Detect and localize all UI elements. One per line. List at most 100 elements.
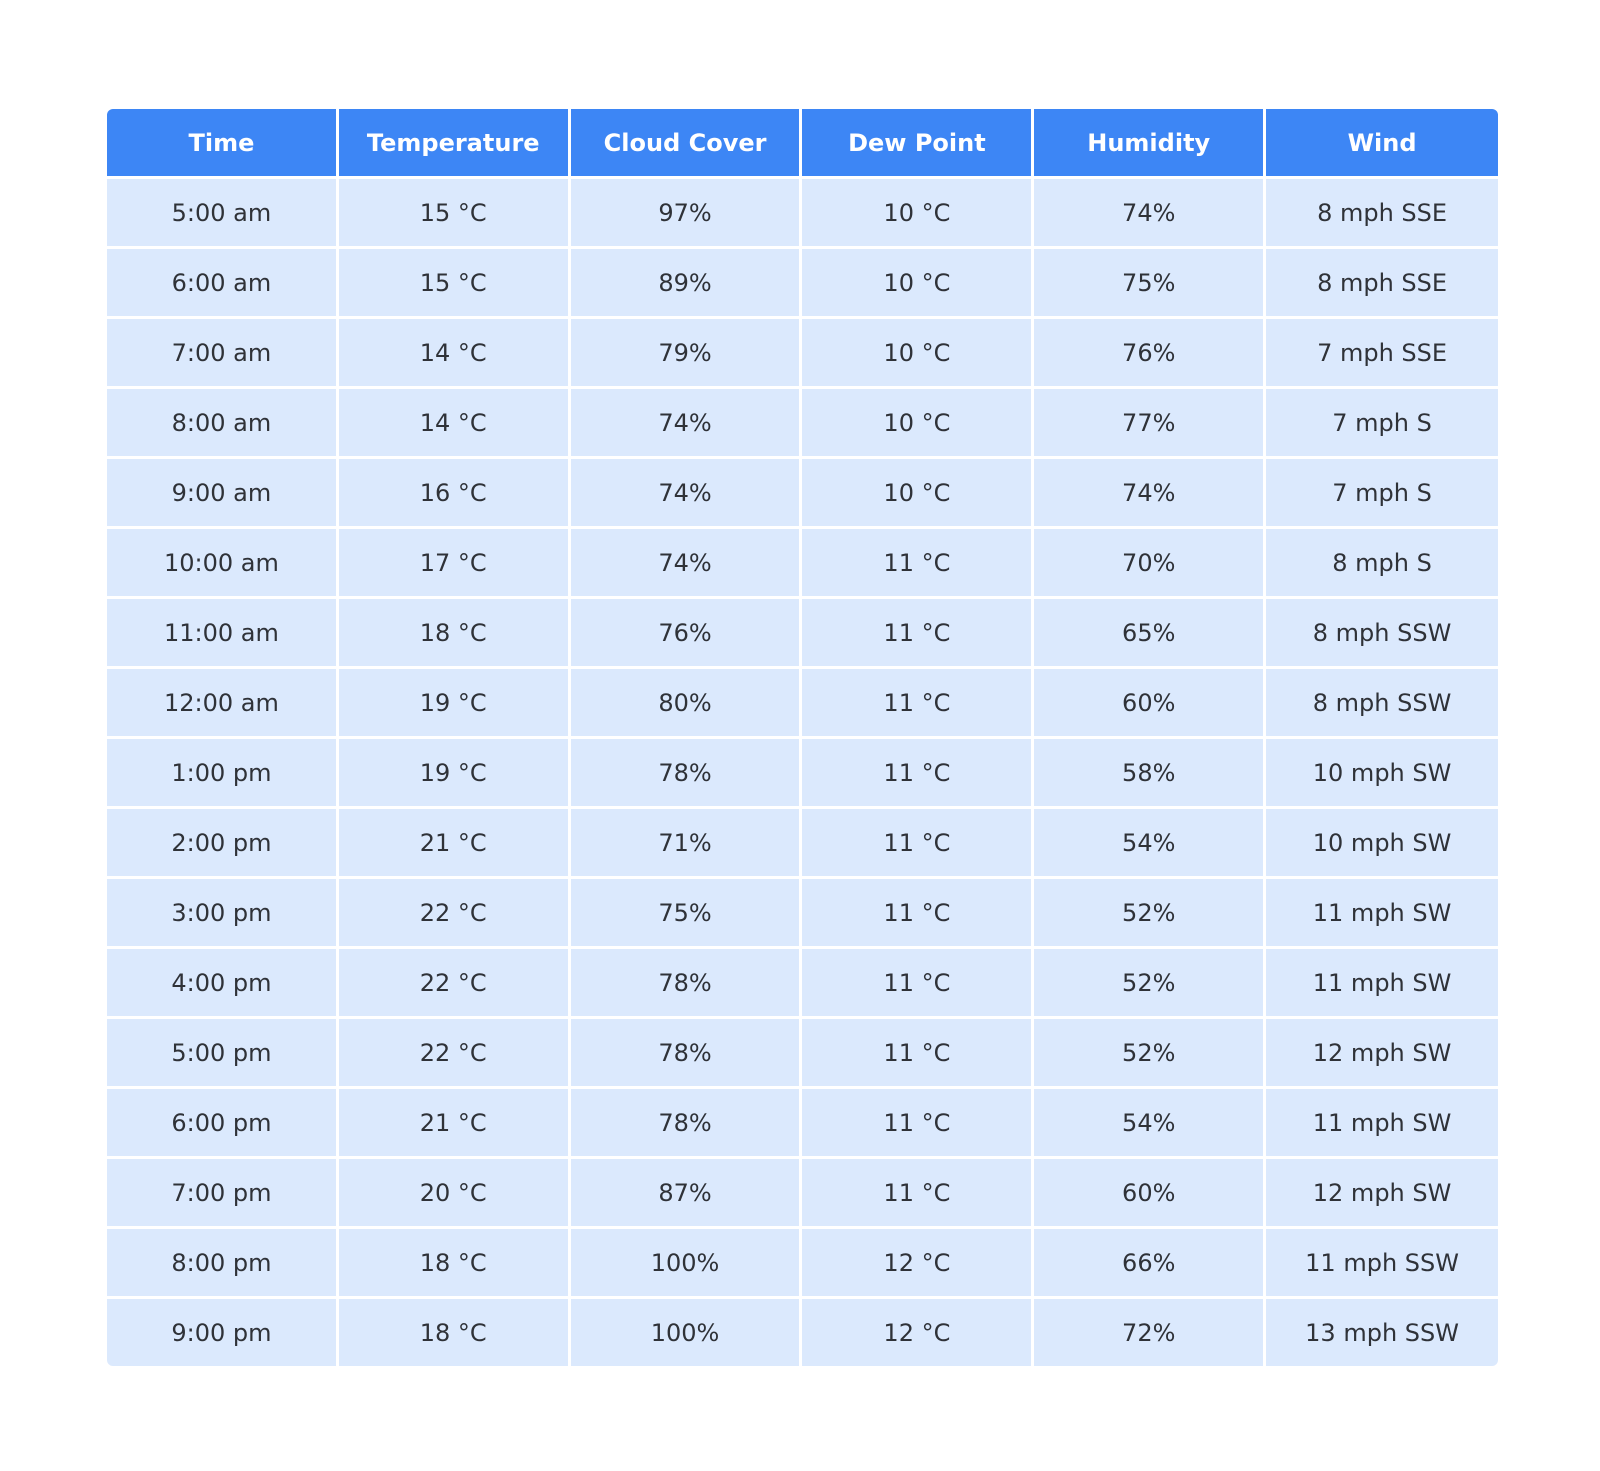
cell-time: 12:00 am <box>107 669 339 739</box>
cell-temperature: 21 °C <box>338 809 571 879</box>
cell-cloud-cover: 87% <box>570 1159 803 1229</box>
cell-humidity: 70% <box>1034 529 1267 599</box>
cell-temperature: 15 °C <box>338 249 571 319</box>
table-row: 5:00 pm 22 °C 78% 11 °C 52% 12 mph SW <box>107 1019 1498 1089</box>
cell-temperature: 19 °C <box>338 739 571 809</box>
cell-dew-point: 10 °C <box>802 249 1035 319</box>
cell-temperature: 16 °C <box>338 459 571 529</box>
cell-humidity: 60% <box>1034 1159 1267 1229</box>
cell-cloud-cover: 89% <box>570 249 803 319</box>
cell-humidity: 60% <box>1034 669 1267 739</box>
cell-humidity: 77% <box>1034 389 1267 459</box>
cell-humidity: 74% <box>1034 179 1267 249</box>
cell-temperature: 14 °C <box>338 389 571 459</box>
table-row: 3:00 pm 22 °C 75% 11 °C 52% 11 mph SW <box>107 879 1498 949</box>
cell-time: 5:00 pm <box>107 1019 339 1089</box>
table-row: 6:00 am 15 °C 89% 10 °C 75% 8 mph SSE <box>107 249 1498 319</box>
cell-cloud-cover: 74% <box>570 459 803 529</box>
cell-cloud-cover: 100% <box>570 1229 803 1299</box>
cell-cloud-cover: 78% <box>570 1089 803 1159</box>
cell-temperature: 14 °C <box>338 319 571 389</box>
cell-wind: 7 mph SSE <box>1266 319 1498 389</box>
cell-temperature: 18 °C <box>338 1229 571 1299</box>
cell-time: 2:00 pm <box>107 809 339 879</box>
table-row: 4:00 pm 22 °C 78% 11 °C 52% 11 mph SW <box>107 949 1498 1019</box>
table-row: 8:00 pm 18 °C 100% 12 °C 66% 11 mph SSW <box>107 1229 1498 1299</box>
cell-wind: 10 mph SW <box>1266 809 1498 879</box>
cell-humidity: 75% <box>1034 249 1267 319</box>
cell-temperature: 22 °C <box>338 879 571 949</box>
cell-humidity: 74% <box>1034 459 1267 529</box>
cell-cloud-cover: 78% <box>570 1019 803 1089</box>
column-header-cloud-cover: Cloud Cover <box>570 109 803 179</box>
table-row: 2:00 pm 21 °C 71% 11 °C 54% 10 mph SW <box>107 809 1498 879</box>
cell-dew-point: 10 °C <box>802 459 1035 529</box>
cell-wind: 8 mph SSE <box>1266 249 1498 319</box>
cell-dew-point: 11 °C <box>802 1159 1035 1229</box>
cell-cloud-cover: 97% <box>570 179 803 249</box>
cell-cloud-cover: 76% <box>570 599 803 669</box>
cell-dew-point: 10 °C <box>802 389 1035 459</box>
cell-time: 9:00 am <box>107 459 339 529</box>
cell-humidity: 58% <box>1034 739 1267 809</box>
cell-time: 10:00 am <box>107 529 339 599</box>
cell-dew-point: 10 °C <box>802 319 1035 389</box>
column-header-dew-point: Dew Point <box>802 109 1035 179</box>
hourly-weather-table: Time Temperature Cloud Cover Dew Point Humid… <box>107 109 1498 1366</box>
cell-wind: 11 mph SW <box>1266 949 1498 1019</box>
cell-dew-point: 11 °C <box>802 809 1035 879</box>
cell-cloud-cover: 80% <box>570 669 803 739</box>
column-header-wind: Wind <box>1266 109 1498 179</box>
table-row: 9:00 am 16 °C 74% 10 °C 74% 7 mph S <box>107 459 1498 529</box>
cell-temperature: 20 °C <box>338 1159 571 1229</box>
cell-dew-point: 11 °C <box>802 599 1035 669</box>
cell-humidity: 66% <box>1034 1229 1267 1299</box>
cell-humidity: 72% <box>1034 1299 1267 1366</box>
column-header-temperature: Temperature <box>338 109 571 179</box>
cell-temperature: 18 °C <box>338 599 571 669</box>
cell-time: 4:00 pm <box>107 949 339 1019</box>
column-header-time: Time <box>107 109 339 179</box>
cell-temperature: 18 °C <box>338 1299 571 1366</box>
cell-time: 3:00 pm <box>107 879 339 949</box>
cell-time: 6:00 pm <box>107 1089 339 1159</box>
cell-humidity: 52% <box>1034 949 1267 1019</box>
cell-time: 11:00 am <box>107 599 339 669</box>
cell-temperature: 17 °C <box>338 529 571 599</box>
column-header-humidity: Humidity <box>1034 109 1267 179</box>
cell-wind: 12 mph SW <box>1266 1019 1498 1089</box>
cell-temperature: 19 °C <box>338 669 571 739</box>
cell-humidity: 52% <box>1034 1019 1267 1089</box>
cell-wind: 12 mph SW <box>1266 1159 1498 1229</box>
cell-temperature: 22 °C <box>338 1019 571 1089</box>
cell-wind: 8 mph SSW <box>1266 599 1498 669</box>
cell-wind: 8 mph SSW <box>1266 669 1498 739</box>
cell-temperature: 15 °C <box>338 179 571 249</box>
cell-dew-point: 11 °C <box>802 739 1035 809</box>
cell-time: 1:00 pm <box>107 739 339 809</box>
cell-wind: 7 mph S <box>1266 389 1498 459</box>
cell-wind: 8 mph SSE <box>1266 179 1498 249</box>
cell-dew-point: 12 °C <box>802 1229 1035 1299</box>
cell-cloud-cover: 78% <box>570 949 803 1019</box>
table-row: 7:00 pm 20 °C 87% 11 °C 60% 12 mph SW <box>107 1159 1498 1229</box>
cell-humidity: 54% <box>1034 1089 1267 1159</box>
table-row: 1:00 pm 19 °C 78% 11 °C 58% 10 mph SW <box>107 739 1498 809</box>
cell-wind: 8 mph S <box>1266 529 1498 599</box>
cell-cloud-cover: 71% <box>570 809 803 879</box>
cell-humidity: 52% <box>1034 879 1267 949</box>
cell-time: 8:00 am <box>107 389 339 459</box>
cell-dew-point: 11 °C <box>802 669 1035 739</box>
cell-cloud-cover: 74% <box>570 389 803 459</box>
table-body: 5:00 am 15 °C 97% 10 °C 74% 8 mph SSE 6:00 am 1… <box>107 179 1498 1366</box>
cell-wind: 10 mph SW <box>1266 739 1498 809</box>
cell-cloud-cover: 78% <box>570 739 803 809</box>
cell-time: 6:00 am <box>107 249 339 319</box>
cell-humidity: 65% <box>1034 599 1267 669</box>
cell-temperature: 21 °C <box>338 1089 571 1159</box>
cell-temperature: 22 °C <box>338 949 571 1019</box>
table-row: 5:00 am 15 °C 97% 10 °C 74% 8 mph SSE <box>107 179 1498 249</box>
header-row: Time Temperature Cloud Cover Dew Point Humid… <box>107 109 1498 179</box>
table-row: 9:00 pm 18 °C 100% 12 °C 72% 13 mph SSW <box>107 1299 1498 1366</box>
table-row: 7:00 am 14 °C 79% 10 °C 76% 7 mph SSE <box>107 319 1498 389</box>
